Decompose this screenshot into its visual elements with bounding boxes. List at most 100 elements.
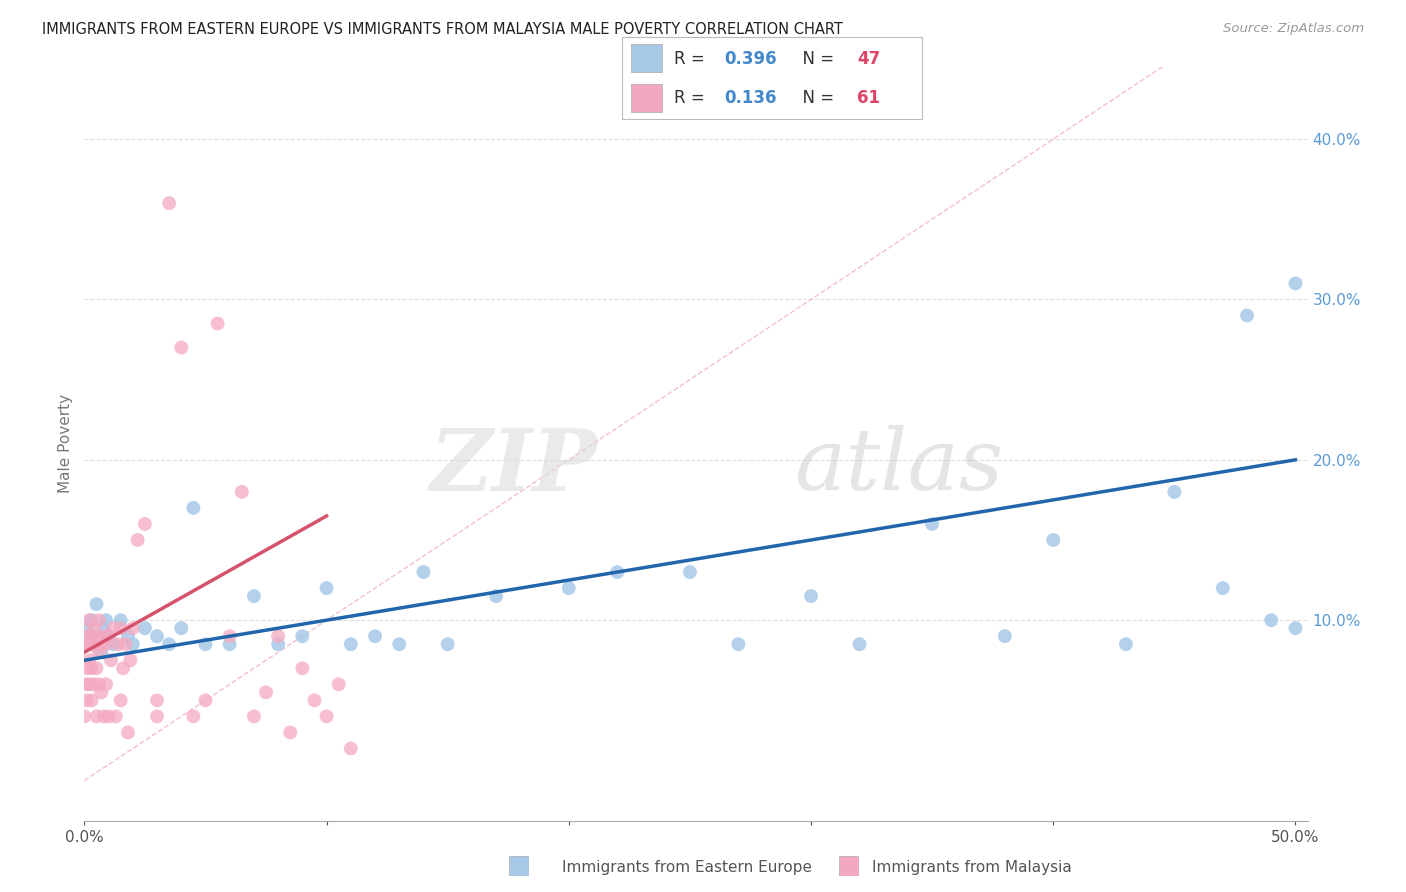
Point bbox=[90, 637, 112, 651]
Point bbox=[86, 629, 108, 643]
FancyBboxPatch shape bbox=[509, 856, 529, 876]
Point bbox=[87, 677, 110, 691]
Point bbox=[110, 621, 132, 635]
Point bbox=[83, 637, 105, 651]
Point bbox=[340, 741, 363, 756]
Point bbox=[87, 645, 110, 659]
Point bbox=[73, 709, 96, 723]
Point bbox=[93, 621, 115, 635]
Point bbox=[291, 629, 314, 643]
Point bbox=[76, 677, 98, 691]
Point bbox=[134, 516, 156, 531]
Point bbox=[103, 637, 125, 651]
Point bbox=[679, 565, 702, 579]
Text: Immigrants from Eastern Europe: Immigrants from Eastern Europe bbox=[562, 860, 813, 874]
Point bbox=[121, 621, 143, 635]
Y-axis label: Male Poverty: Male Poverty bbox=[58, 394, 73, 493]
Point bbox=[267, 629, 290, 643]
Text: IMMIGRANTS FROM EASTERN EUROPE VS IMMIGRANTS FROM MALAYSIA MALE POVERTY CORRELAT: IMMIGRANTS FROM EASTERN EUROPE VS IMMIGR… bbox=[42, 22, 844, 37]
Point bbox=[146, 693, 169, 707]
Point bbox=[87, 613, 110, 627]
Point bbox=[157, 196, 180, 211]
Text: 61: 61 bbox=[856, 88, 880, 106]
Point bbox=[194, 637, 217, 651]
Point bbox=[157, 637, 180, 651]
Point bbox=[112, 661, 135, 675]
Text: R =: R = bbox=[675, 88, 710, 106]
Point bbox=[90, 685, 112, 699]
Point bbox=[80, 613, 103, 627]
FancyBboxPatch shape bbox=[631, 45, 662, 72]
Point bbox=[727, 637, 749, 651]
Point bbox=[76, 621, 98, 635]
Point bbox=[994, 629, 1017, 643]
Point bbox=[77, 637, 100, 651]
Point bbox=[76, 629, 98, 643]
Point bbox=[93, 629, 115, 643]
Point bbox=[1042, 533, 1064, 547]
Point bbox=[194, 693, 217, 707]
Point bbox=[218, 637, 240, 651]
Point bbox=[267, 637, 290, 651]
Point bbox=[77, 677, 100, 691]
Point bbox=[114, 637, 136, 651]
Point bbox=[340, 637, 363, 651]
Point bbox=[146, 709, 169, 723]
Point bbox=[76, 693, 98, 707]
Point bbox=[1260, 613, 1282, 627]
Point bbox=[315, 581, 337, 595]
Point bbox=[1212, 581, 1234, 595]
Point bbox=[120, 653, 142, 667]
Point bbox=[83, 677, 105, 691]
Point bbox=[77, 637, 100, 651]
Point bbox=[1284, 621, 1306, 635]
Text: 0.136: 0.136 bbox=[724, 88, 776, 106]
Point bbox=[170, 341, 193, 355]
Point bbox=[104, 709, 127, 723]
Point bbox=[117, 629, 139, 643]
Point bbox=[83, 621, 105, 635]
Point bbox=[1115, 637, 1137, 651]
Point bbox=[485, 589, 508, 603]
Point bbox=[96, 613, 118, 627]
Point bbox=[86, 661, 108, 675]
Point bbox=[96, 677, 118, 691]
Point bbox=[96, 637, 118, 651]
Point bbox=[364, 629, 387, 643]
Text: R =: R = bbox=[675, 50, 710, 68]
Text: atlas: atlas bbox=[794, 425, 1002, 508]
Point bbox=[848, 637, 870, 651]
Point bbox=[315, 709, 337, 723]
Point bbox=[90, 645, 112, 659]
Point bbox=[121, 637, 143, 651]
FancyBboxPatch shape bbox=[631, 84, 662, 112]
Point bbox=[183, 500, 205, 515]
Point bbox=[127, 533, 149, 547]
Point bbox=[134, 621, 156, 635]
Point bbox=[110, 613, 132, 627]
Text: 0.396: 0.396 bbox=[724, 50, 776, 68]
FancyBboxPatch shape bbox=[839, 856, 859, 876]
Point bbox=[800, 589, 823, 603]
Point bbox=[86, 597, 108, 611]
Point bbox=[80, 629, 103, 643]
Text: Source: ZipAtlas.com: Source: ZipAtlas.com bbox=[1223, 22, 1364, 36]
Point bbox=[80, 693, 103, 707]
Point bbox=[328, 677, 350, 691]
Text: 47: 47 bbox=[856, 50, 880, 68]
Point bbox=[86, 709, 108, 723]
Point bbox=[93, 709, 115, 723]
Point bbox=[77, 613, 100, 627]
Text: ZIP: ZIP bbox=[430, 425, 598, 508]
Point bbox=[87, 629, 110, 643]
Point bbox=[921, 516, 943, 531]
Point bbox=[1163, 484, 1185, 499]
Point bbox=[76, 661, 98, 675]
Point bbox=[100, 653, 122, 667]
Point bbox=[77, 653, 100, 667]
Point bbox=[117, 725, 139, 739]
FancyBboxPatch shape bbox=[621, 37, 922, 119]
Point bbox=[304, 693, 326, 707]
Point bbox=[103, 621, 125, 635]
Point bbox=[291, 661, 314, 675]
